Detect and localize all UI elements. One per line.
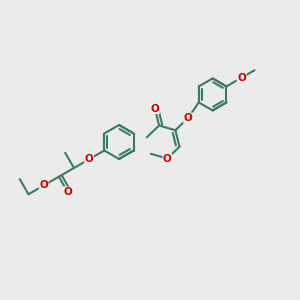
Text: O: O: [63, 187, 72, 197]
Text: O: O: [151, 103, 159, 113]
Text: O: O: [237, 73, 246, 83]
Text: O: O: [184, 113, 192, 123]
Text: O: O: [85, 154, 94, 164]
Text: O: O: [39, 181, 48, 190]
Text: O: O: [163, 154, 172, 164]
